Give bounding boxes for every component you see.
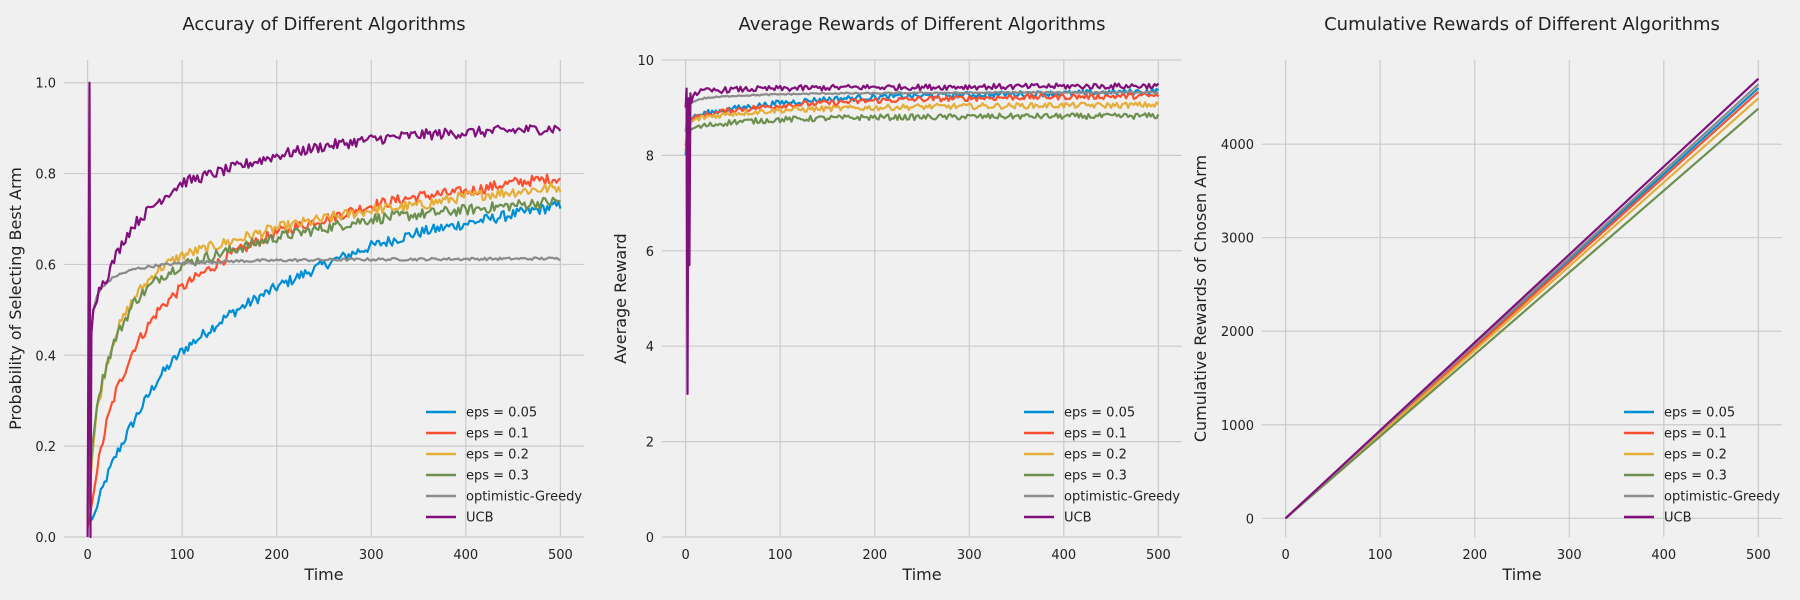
y-tick-label: 0.6 <box>35 258 56 273</box>
y-tick-label: 1.0 <box>35 77 56 92</box>
x-axis-label: Time <box>1501 565 1541 584</box>
series-line <box>86 173 561 529</box>
x-axis-label: Time <box>901 565 941 584</box>
x-tick-label: 200 <box>264 548 289 563</box>
y-axis-label: Probability of Selecting Best Arm <box>6 167 25 430</box>
legend-label: eps = 0.2 <box>466 448 529 463</box>
legend-label: UCB <box>466 511 494 526</box>
x-tick-label: 0 <box>1281 548 1289 563</box>
series-line <box>86 182 562 519</box>
series-line <box>684 101 1160 142</box>
series-line <box>684 90 1159 132</box>
gridlines <box>662 59 1182 538</box>
y-tick-label: 0.2 <box>35 440 56 455</box>
y-tick-label: 2 <box>646 436 654 451</box>
y-tick-label: 8 <box>646 149 654 164</box>
x-tick-label: 500 <box>548 548 573 563</box>
legend-label: eps = 0.1 <box>1664 427 1727 442</box>
y-tick-label: 2000 <box>1221 325 1254 340</box>
legend-label: optimistic-Greedy <box>1664 490 1780 505</box>
series-line <box>684 82 1160 395</box>
legend-label: eps = 0.05 <box>1664 406 1735 421</box>
chart-3: 0 100 200 300 400 500 0 1000 2000 3000 4000 Cumulat… <box>1191 14 1782 584</box>
legend-label: eps = 0.1 <box>1064 427 1127 442</box>
series-line <box>1284 77 1760 520</box>
y-axis-label: Cumulative Rewards of Chosen Arm <box>1191 155 1210 442</box>
legend-label: eps = 0.3 <box>1064 469 1127 484</box>
legend: eps = 0.05 eps = 0.1 eps = 0.2 eps = 0.3 opt… <box>1624 406 1780 526</box>
legend: eps = 0.05 eps = 0.1 eps = 0.2 eps = 0.3 opt… <box>426 406 582 526</box>
x-tick-label: 200 <box>862 548 887 563</box>
legend-label: eps = 0.2 <box>1664 448 1727 463</box>
y-axis-label: Average Reward <box>611 233 630 363</box>
x-tick-label: 0 <box>681 548 689 563</box>
y-tick-label: 3000 <box>1221 232 1254 247</box>
series-line <box>684 112 1160 151</box>
x-tick-label: 300 <box>957 548 982 563</box>
legend-label: UCB <box>1064 511 1092 526</box>
legend-label: eps = 0.2 <box>1064 448 1127 463</box>
x-tick-label: 0 <box>83 548 91 563</box>
legend: eps = 0.05 eps = 0.1 eps = 0.2 eps = 0.3 opt… <box>1024 406 1180 526</box>
x-tick-label: 500 <box>1146 548 1171 563</box>
chart-2: 0 100 200 300 400 500 0 2 4 6 8 10 Average Rewards o… <box>611 14 1182 584</box>
chart-1: 0 100 200 300 400 500 0.0 0.2 0.4 0.6 0.8 1.0 Accura… <box>6 14 584 584</box>
series-line <box>1284 97 1760 520</box>
y-tick-label: 6 <box>646 245 654 260</box>
y-tick-label: 1000 <box>1221 419 1254 434</box>
series-line <box>684 92 1160 147</box>
legend-label: eps = 0.3 <box>466 469 529 484</box>
chart-title: Average Rewards of Different Algorithms <box>739 14 1106 35</box>
legend-label: eps = 0.3 <box>1664 469 1727 484</box>
y-tick-label: 0.4 <box>35 349 56 364</box>
x-tick-label: 500 <box>1746 548 1771 563</box>
series-line <box>86 81 562 539</box>
x-tick-label: 300 <box>1557 548 1582 563</box>
legend-label: optimistic-Greedy <box>1064 490 1180 505</box>
legend-label: optimistic-Greedy <box>466 490 582 505</box>
legend-label: eps = 0.05 <box>466 406 537 421</box>
x-tick-label: 100 <box>1368 548 1393 563</box>
x-tick-label: 200 <box>1462 548 1487 563</box>
legend-label: eps = 0.1 <box>466 427 529 442</box>
x-tick-label: 100 <box>170 548 195 563</box>
y-tick-label: 0.0 <box>35 531 56 546</box>
series-line <box>1284 107 1760 520</box>
x-axis-label: Time <box>303 565 343 584</box>
series-line <box>86 196 561 510</box>
y-tick-label: 0 <box>1246 512 1254 527</box>
y-tick-label: 10 <box>637 54 654 69</box>
chart-title: Accuray of Different Algorithms <box>182 14 465 35</box>
gridlines <box>1262 60 1782 537</box>
y-tick-label: 4 <box>646 340 654 355</box>
series-line <box>86 200 562 525</box>
x-tick-label: 400 <box>453 548 478 563</box>
x-tick-label: 300 <box>359 548 384 563</box>
y-tick-label: 4000 <box>1221 138 1254 153</box>
x-tick-label: 100 <box>768 548 793 563</box>
series-line <box>86 256 561 515</box>
legend-label: UCB <box>1664 511 1692 526</box>
chart-title: Cumulative Rewards of Different Algorith… <box>1324 14 1720 35</box>
y-tick-label: 0 <box>646 531 654 546</box>
legend-label: eps = 0.05 <box>1064 406 1135 421</box>
gridlines <box>64 60 584 538</box>
x-tick-label: 400 <box>1051 548 1076 563</box>
x-tick-label: 400 <box>1651 548 1676 563</box>
y-tick-label: 0.8 <box>35 168 56 183</box>
